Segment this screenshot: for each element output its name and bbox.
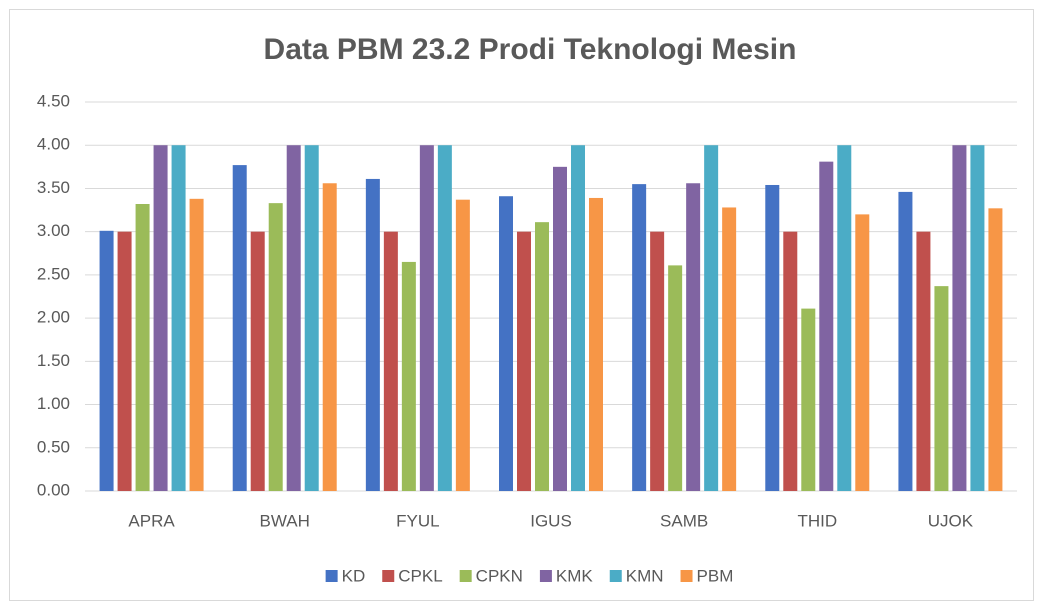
bar <box>517 231 531 491</box>
bar <box>855 214 870 491</box>
bar <box>304 145 319 491</box>
bar <box>153 145 168 491</box>
bar <box>686 183 701 491</box>
y-tick-label: 3.50 <box>37 178 70 197</box>
y-tick-label: 4.50 <box>37 91 70 110</box>
bar <box>365 178 380 492</box>
bar <box>232 165 247 492</box>
legend-swatch <box>680 570 693 582</box>
bar <box>322 183 337 491</box>
bar <box>171 145 186 491</box>
bar <box>970 145 985 491</box>
x-tick-label: IGUS <box>530 511 572 530</box>
legend-label: KMN <box>626 566 664 585</box>
legend-label: CPKN <box>476 566 523 585</box>
y-tick-label: 0.00 <box>37 480 70 499</box>
bar <box>650 231 665 491</box>
bar <box>668 265 683 491</box>
bar <box>189 198 204 491</box>
bar <box>383 231 398 491</box>
legend-swatch <box>609 570 622 582</box>
bar <box>819 161 834 491</box>
y-tick-label: 2.00 <box>37 308 70 327</box>
legend-label: KD <box>342 566 366 585</box>
x-tick-label: BWAH <box>260 511 310 530</box>
bar <box>952 145 967 491</box>
legend-label: CPKL <box>398 566 442 585</box>
bar <box>632 184 647 491</box>
bar <box>801 308 816 491</box>
legend-label: KMK <box>556 566 594 585</box>
bar <box>704 145 719 491</box>
bar <box>250 231 265 491</box>
bar <box>135 204 150 491</box>
y-tick-label: 2.50 <box>37 264 70 283</box>
x-tick-label: FYUL <box>396 511 439 530</box>
bar <box>589 197 603 491</box>
y-tick-label: 1.50 <box>37 351 70 370</box>
bar <box>535 222 549 491</box>
bar <box>455 199 470 491</box>
x-tick-label: UJOK <box>928 511 974 530</box>
bar <box>988 208 1003 491</box>
chart-title: Data PBM 23.2 Prodi Teknologi Mesin <box>264 33 797 66</box>
bar <box>99 230 114 491</box>
bar <box>401 261 416 491</box>
y-tick-label: 3.00 <box>37 221 70 240</box>
bar <box>934 286 949 491</box>
bar <box>571 145 585 491</box>
bar <box>898 191 913 491</box>
bar <box>722 207 737 491</box>
bar <box>765 184 780 491</box>
legend-swatch <box>539 570 552 582</box>
bar <box>499 196 513 492</box>
y-tick-label: 4.00 <box>37 135 70 154</box>
bar <box>783 231 798 491</box>
y-tick-label: 0.50 <box>37 437 70 456</box>
bar <box>286 145 301 491</box>
bar <box>916 231 931 491</box>
bar <box>553 166 567 492</box>
legend-swatch <box>459 570 472 582</box>
x-tick-label: SAMB <box>660 511 708 530</box>
bar <box>437 145 452 491</box>
legend-swatch <box>382 570 395 582</box>
bar <box>117 231 132 491</box>
bar <box>419 145 434 491</box>
legend-label: PBM <box>697 566 734 585</box>
bar <box>837 145 852 491</box>
y-tick-label: 1.00 <box>37 394 70 413</box>
legend-swatch <box>325 570 338 582</box>
x-tick-label: APRA <box>128 511 175 530</box>
x-tick-label: THID <box>797 511 837 530</box>
bar <box>268 203 283 491</box>
